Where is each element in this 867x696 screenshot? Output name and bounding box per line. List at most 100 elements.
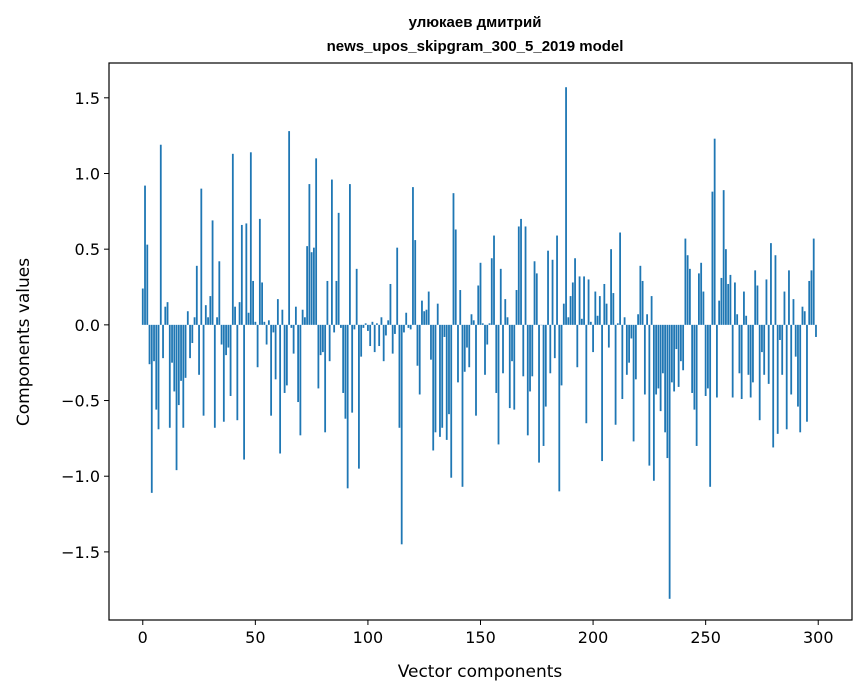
- bar-215: [625, 324, 628, 375]
- bar-83: [328, 324, 331, 362]
- bar-199: [589, 321, 592, 325]
- bar-110: [389, 283, 392, 325]
- bar-109: [387, 320, 390, 325]
- bar-182: [551, 259, 554, 325]
- bar-98: [362, 324, 365, 328]
- bar-298: [812, 238, 815, 325]
- bar-249: [702, 291, 705, 325]
- bar-28: [204, 305, 207, 325]
- bar-236: [673, 324, 676, 392]
- bar-75: [310, 252, 313, 325]
- bar-84: [331, 179, 333, 325]
- bar-227: [652, 324, 655, 481]
- bar-277: [765, 279, 768, 325]
- bar-210: [614, 324, 617, 425]
- bar-246: [695, 324, 698, 446]
- bar-192: [574, 258, 576, 325]
- y-tick-label: 0.0: [75, 316, 100, 335]
- bar-200: [592, 324, 594, 353]
- bar-164: [511, 324, 513, 362]
- bar-288: [790, 324, 793, 395]
- y-tick-label: −1.5: [61, 543, 100, 562]
- bar-196: [583, 276, 585, 325]
- bar-79: [319, 324, 322, 356]
- bar-216: [628, 324, 630, 363]
- bar-247: [698, 273, 700, 325]
- bar-175: [535, 273, 538, 325]
- bar-191: [571, 282, 574, 325]
- bar-53: [261, 282, 263, 325]
- bar-167: [517, 226, 520, 325]
- bar-124: [421, 300, 423, 325]
- bar-45: [243, 324, 245, 460]
- bar-61: [279, 324, 282, 454]
- bar-243: [688, 268, 691, 325]
- bar-135: [445, 324, 448, 440]
- bar-70: [299, 324, 302, 436]
- bar-209: [612, 293, 615, 325]
- bar-47: [247, 312, 250, 325]
- bar-174: [533, 261, 536, 325]
- bar-169: [522, 324, 525, 377]
- bar-256: [718, 300, 721, 325]
- bar-245: [693, 324, 696, 410]
- bar-60: [276, 299, 279, 325]
- bar-299: [815, 324, 817, 337]
- bar-67: [292, 324, 295, 354]
- x-tick-label: 300: [803, 628, 834, 647]
- x-tick-label: 250: [690, 628, 721, 647]
- bar-154: [488, 323, 491, 325]
- bar-151: [481, 323, 484, 325]
- bar-10: [164, 306, 167, 325]
- bar-252: [709, 324, 712, 487]
- bar-285: [783, 291, 786, 325]
- bar-291: [797, 324, 799, 407]
- bar-42: [236, 324, 239, 421]
- bar-122: [416, 324, 419, 366]
- bar-99: [364, 323, 367, 325]
- bar-255: [716, 324, 718, 398]
- bar-13: [171, 324, 173, 363]
- bar-27: [202, 324, 205, 416]
- bar-19: [184, 324, 187, 378]
- bar-26: [200, 188, 203, 325]
- bar-150: [479, 262, 482, 325]
- bar-205: [603, 283, 606, 325]
- bar-134: [443, 324, 446, 337]
- bar-212: [619, 232, 621, 325]
- bar-162: [506, 317, 509, 325]
- bar-233: [666, 324, 669, 459]
- bar-82: [326, 280, 329, 325]
- bar-107: [382, 324, 385, 362]
- bar-265: [738, 324, 741, 374]
- bar-71: [301, 309, 304, 325]
- bar-108: [385, 324, 387, 336]
- bar-52: [258, 218, 261, 325]
- bar-280: [772, 324, 775, 448]
- x-tick-label: 50: [245, 628, 265, 647]
- bar-93: [351, 324, 354, 413]
- bar-48: [249, 152, 252, 325]
- bar-86: [335, 280, 338, 325]
- bar-102: [371, 321, 374, 325]
- bar-163: [508, 324, 511, 409]
- bar-140: [457, 324, 459, 383]
- bar-290: [794, 324, 797, 357]
- bar-295: [806, 324, 808, 422]
- bar-74: [308, 184, 311, 325]
- bar-202: [596, 315, 599, 325]
- bar-197: [585, 324, 588, 424]
- bar-34: [218, 261, 221, 325]
- bar-251: [707, 324, 709, 389]
- x-tick-label: 100: [353, 628, 384, 647]
- bar-195: [580, 318, 583, 325]
- bar-235: [670, 324, 673, 383]
- bar-161: [504, 299, 507, 325]
- bar-284: [781, 324, 784, 375]
- bar-281: [774, 255, 777, 325]
- bar-101: [369, 324, 372, 347]
- bar-12: [168, 324, 171, 428]
- bar-36: [222, 324, 225, 422]
- bar-183: [553, 324, 556, 359]
